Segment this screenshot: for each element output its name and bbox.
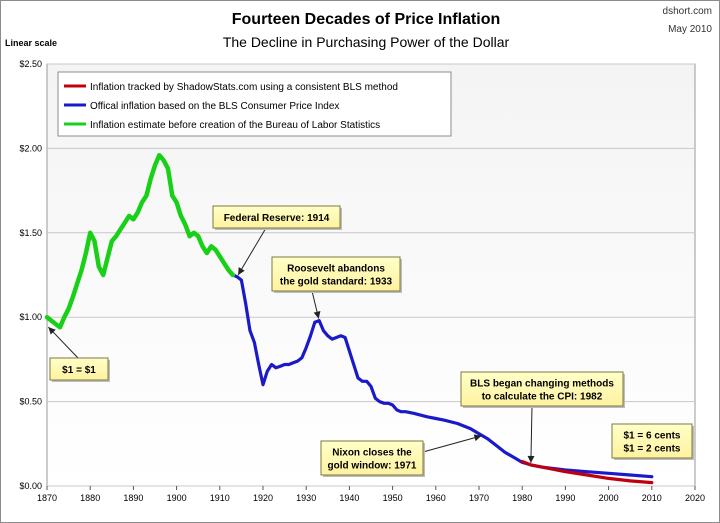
y-tick-label: $1.50 xyxy=(19,228,42,238)
x-tick-label: 1980 xyxy=(512,493,532,503)
annotation-text: BLS began changing methods xyxy=(470,379,614,390)
legend-entry: Inflation tracked by ShadowStats.com usi… xyxy=(90,82,398,93)
annotation-box xyxy=(320,440,424,476)
x-tick-label: 1880 xyxy=(80,493,100,503)
x-tick-label: 1950 xyxy=(383,493,403,503)
x-tick-label: 1940 xyxy=(339,493,359,503)
x-tick-label: 1970 xyxy=(469,493,489,503)
source-label: dshort.com xyxy=(663,6,712,17)
y-tick-labels: $0.00 $0.50 $1.00 $1.50 $2.00 $2.50 xyxy=(19,59,42,491)
annotation-text: $1 = 2 cents xyxy=(624,444,681,455)
chart-title: Fourteen Decades of Price Inflation xyxy=(232,11,501,28)
x-tick-label: 1890 xyxy=(123,493,143,503)
annotation-arrow xyxy=(530,405,533,463)
series-lines xyxy=(44,152,654,485)
annotation-arrowhead xyxy=(527,455,535,463)
annotations: $1 = $1 Federal Reserve: 1914 Roosevelt ab… xyxy=(48,205,694,477)
annotation-box xyxy=(212,205,341,229)
x-tick-label: 1900 xyxy=(167,493,187,503)
x-tick-label: 2000 xyxy=(599,493,619,503)
annotation-arrow xyxy=(237,227,267,276)
y-tick-label: $1.00 xyxy=(19,312,42,322)
legend-entry: Offical inflation based on the BLS Consu… xyxy=(90,101,339,112)
annotation-text: Nixon closes the xyxy=(332,448,412,459)
annotation-box xyxy=(49,357,109,381)
y-axis-label: Linear scale xyxy=(5,38,57,48)
annotation-text: Roosevelt abandons xyxy=(287,264,385,275)
annotation-box xyxy=(460,371,624,407)
y-tick-label: $0.50 xyxy=(19,397,42,407)
x-tick-label: 1920 xyxy=(253,493,273,503)
y-tick-label: $2.50 xyxy=(19,59,42,69)
x-tick-label: 1910 xyxy=(210,493,230,503)
annotation-arrowhead xyxy=(48,327,56,335)
legend: Inflation tracked by ShadowStats.com usi… xyxy=(57,71,452,137)
annotation-box xyxy=(611,423,693,459)
annotation-text: Federal Reserve: 1914 xyxy=(224,213,330,224)
x-tick-label: 1930 xyxy=(296,493,316,503)
series-line-1 xyxy=(231,273,654,479)
annotation-arrow xyxy=(422,435,482,453)
series-line-2 xyxy=(44,152,236,330)
annotation-arrow xyxy=(48,326,79,359)
x-tick-labels: 1870 1880 1890 1900 1910 1920 1930 1940 1950 1960… xyxy=(37,486,705,503)
annotation-text: gold window: 1971 xyxy=(328,461,417,472)
x-tick-label: 2020 xyxy=(685,493,705,503)
legend-box xyxy=(57,71,452,137)
annotation-box xyxy=(271,256,401,292)
grid-lines xyxy=(47,63,695,487)
legend-entry: Inflation estimate before creation of th… xyxy=(90,120,380,131)
x-tick-label: 2010 xyxy=(642,493,662,503)
date-label: May 2010 xyxy=(668,24,712,35)
x-tick-label: 1960 xyxy=(426,493,446,503)
annotation-text: $1 = 6 cents xyxy=(624,431,681,442)
x-tick-label: 1990 xyxy=(555,493,575,503)
chart-subtitle: The Decline in Purchasing Power of the D… xyxy=(223,34,510,50)
annotation-text: $1 = $1 xyxy=(62,365,96,376)
y-tick-label: $0.00 xyxy=(19,481,42,491)
annotation-arrowhead xyxy=(238,267,245,275)
x-tick-label: 1870 xyxy=(37,493,57,503)
annotation-text: the gold standard: 1933 xyxy=(280,277,393,288)
series-line-0 xyxy=(520,459,654,485)
annotation-arrowhead xyxy=(313,311,321,319)
annotation-text: to calculate the CPI: 1982 xyxy=(482,392,603,403)
y-tick-label: $2.00 xyxy=(19,143,42,153)
annotation-arrowhead xyxy=(473,434,482,442)
